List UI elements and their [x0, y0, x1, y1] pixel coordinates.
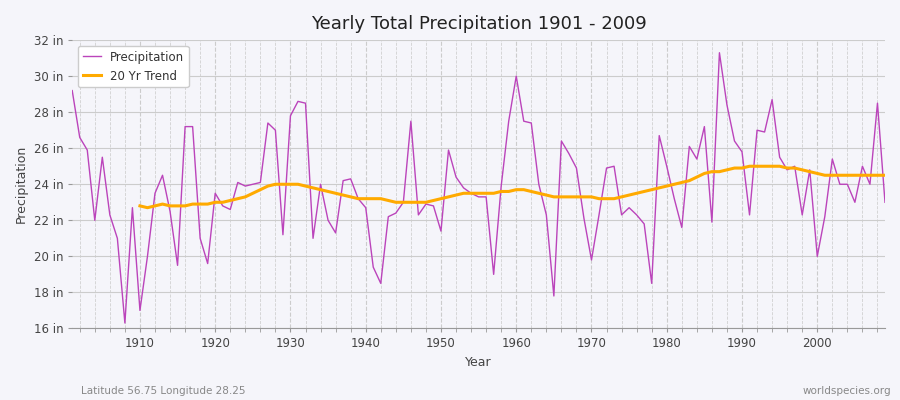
Text: Latitude 56.75 Longitude 28.25: Latitude 56.75 Longitude 28.25 — [81, 386, 246, 396]
Precipitation — [511, 74, 522, 78]
20 Yr Trend — [285, 182, 296, 187]
20 Yr Trend — [857, 173, 868, 178]
Precipitation — [879, 200, 890, 205]
Precipitation — [346, 176, 356, 181]
20 Yr Trend — [315, 187, 326, 192]
Precipitation — [608, 164, 619, 169]
Precipitation — [134, 308, 145, 313]
20 Yr Trend — [586, 194, 597, 199]
Line: 20 Yr Trend: 20 Yr Trend — [140, 166, 885, 208]
Text: worldspecies.org: worldspecies.org — [803, 386, 891, 396]
20 Yr Trend — [879, 173, 890, 178]
20 Yr Trend — [134, 204, 145, 208]
Precipitation — [714, 50, 724, 55]
Precipitation — [67, 88, 77, 93]
Y-axis label: Precipitation: Precipitation — [15, 145, 28, 223]
Precipitation — [518, 119, 529, 124]
20 Yr Trend — [142, 205, 153, 210]
20 Yr Trend — [834, 173, 845, 178]
Title: Yearly Total Precipitation 1901 - 2009: Yearly Total Precipitation 1901 - 2009 — [310, 15, 646, 33]
Legend: Precipitation, 20 Yr Trend: Precipitation, 20 Yr Trend — [78, 46, 189, 87]
Precipitation — [300, 101, 310, 106]
Precipitation — [120, 321, 130, 326]
X-axis label: Year: Year — [465, 356, 492, 369]
20 Yr Trend — [744, 164, 755, 169]
Line: Precipitation: Precipitation — [72, 53, 885, 323]
20 Yr Trend — [526, 189, 536, 194]
